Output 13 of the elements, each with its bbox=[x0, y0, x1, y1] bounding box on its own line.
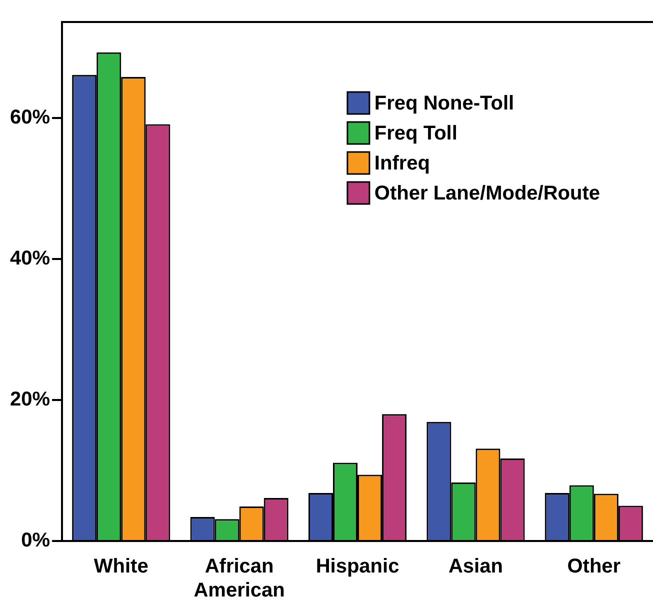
y-tick-label: 0% bbox=[21, 530, 50, 552]
x-tick-label: Other bbox=[567, 556, 621, 578]
x-tick-label: African American bbox=[194, 556, 285, 602]
legend-label: Freq Toll bbox=[374, 122, 458, 145]
legend-label: Infreq bbox=[374, 152, 430, 175]
legend-label: Other Lane/Mode/Route bbox=[374, 182, 600, 205]
y-tick-label: 60% bbox=[10, 106, 50, 128]
x-tick-label: Hispanic bbox=[316, 556, 400, 578]
x-tick-label: White bbox=[94, 556, 148, 578]
legend-label: Freq None-Toll bbox=[374, 92, 514, 115]
y-tick-label: 20% bbox=[10, 388, 50, 410]
x-tick-label: Asian bbox=[448, 556, 503, 578]
y-tick-label: 40% bbox=[10, 247, 50, 270]
